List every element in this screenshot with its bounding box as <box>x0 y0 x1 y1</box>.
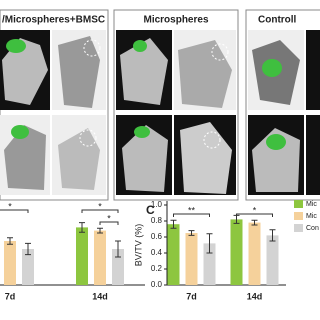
new-bone-highlight <box>262 59 282 77</box>
significance-label: * <box>107 213 111 223</box>
bar <box>4 241 16 285</box>
y-tick-label: 0.2 <box>151 264 163 273</box>
y-tick-label: 0.8 <box>151 216 163 225</box>
bar <box>248 222 261 285</box>
bar <box>22 249 34 285</box>
error-bar <box>79 222 85 233</box>
y-tick-label: 0.4 <box>151 248 163 257</box>
bone <box>120 38 168 105</box>
new-bone-highlight <box>6 39 26 53</box>
significance-bracket <box>173 213 210 217</box>
x-tick-label: 14d <box>92 291 108 301</box>
error-bar <box>206 233 213 254</box>
significance-label: * <box>98 201 102 211</box>
new-bone-highlight <box>133 40 147 52</box>
y-axis-label: BV/TV (%) <box>133 224 143 267</box>
new-bone-highlight <box>11 125 29 139</box>
legend-swatch <box>294 212 303 220</box>
error-bar <box>25 242 31 256</box>
bar <box>112 249 124 285</box>
bone <box>252 128 300 192</box>
legend-swatch <box>294 200 303 208</box>
ct-image <box>306 30 320 110</box>
new-bone-highlight <box>266 134 286 150</box>
legend-label: Con <box>306 225 319 232</box>
defect-circle <box>79 129 97 147</box>
significance-label: ** <box>188 205 196 215</box>
image-panels: /Microspheres+BMSC Microspheres Controll <box>0 9 320 201</box>
y-tick-label: 0.6 <box>151 232 163 241</box>
significance-label: * <box>8 201 12 211</box>
legend-label: Mic <box>306 201 317 208</box>
bar <box>203 243 216 285</box>
legend-label: Mic <box>306 213 317 220</box>
significance-bracket <box>236 213 273 217</box>
bone <box>2 38 48 105</box>
defect-circle <box>203 131 221 149</box>
panel-title: Controll <box>258 15 297 26</box>
error-bar <box>188 230 195 236</box>
panel-frame <box>0 9 109 201</box>
defect-circle <box>83 39 101 57</box>
panel-frame <box>245 9 320 201</box>
significance-label: * <box>253 205 257 215</box>
panel-label: C <box>146 203 155 217</box>
significance-bracket <box>81 209 119 213</box>
new-bone-highlight <box>134 126 150 138</box>
error-bar <box>97 227 103 234</box>
bar <box>266 235 279 285</box>
error-bar <box>269 229 276 242</box>
legend-swatch <box>294 224 303 232</box>
y-tick-label: 1.0 <box>151 200 163 209</box>
error-bar <box>7 237 13 245</box>
panel-frame <box>113 9 239 201</box>
bone <box>180 122 232 194</box>
bar <box>185 233 198 285</box>
bone <box>58 36 100 108</box>
bar <box>230 219 243 285</box>
panel-title: Microspheres <box>143 15 208 26</box>
significance-bracket <box>99 221 119 225</box>
y-tick-label: 0.0 <box>151 280 163 289</box>
error-bar <box>170 219 177 229</box>
bone <box>178 40 232 108</box>
bar <box>94 230 106 285</box>
bone <box>122 125 168 192</box>
x-tick-label: 7d <box>5 291 16 301</box>
x-tick-label: 14d <box>247 291 263 301</box>
x-tick-label: 7d <box>186 291 197 301</box>
bar <box>76 227 88 285</box>
panel-title: /Microspheres+BMSC <box>2 15 105 26</box>
significance-bracket <box>0 209 29 213</box>
bar <box>167 224 180 285</box>
ct-image <box>306 115 320 195</box>
bone <box>4 125 46 190</box>
error-bar <box>251 219 258 226</box>
bone <box>58 128 100 190</box>
defect-circle <box>211 43 229 61</box>
error-bar <box>115 240 121 258</box>
